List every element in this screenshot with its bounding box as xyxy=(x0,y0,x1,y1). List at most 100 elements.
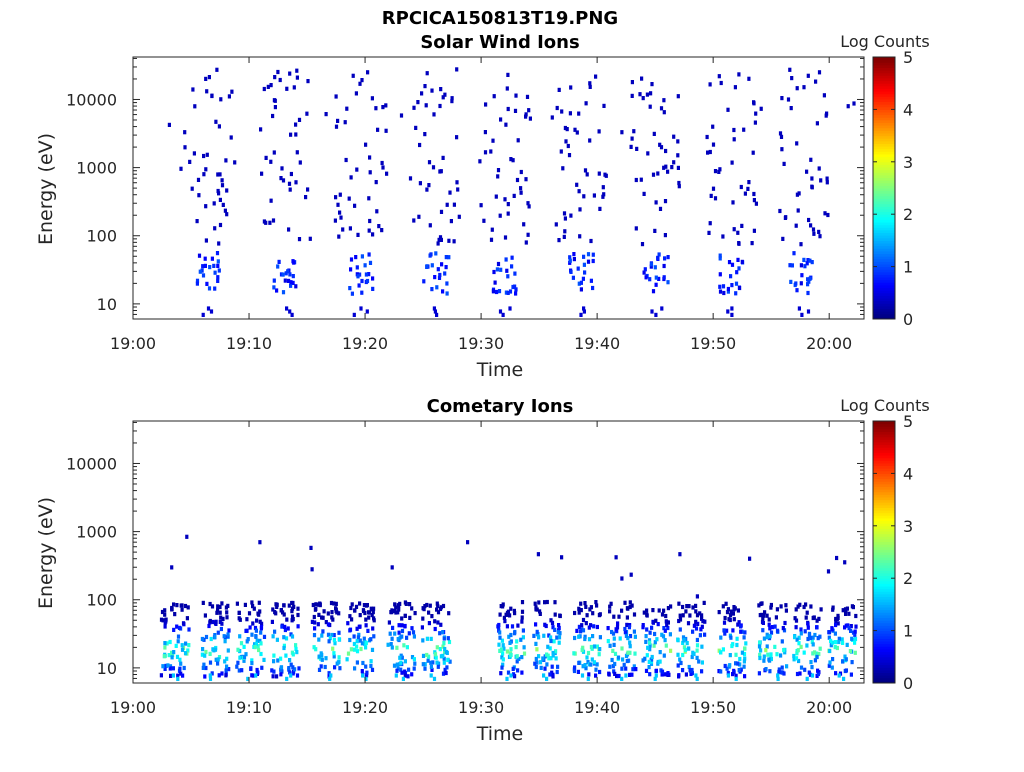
heatmap-cell xyxy=(251,673,255,678)
heatmap-cell xyxy=(799,627,803,632)
heatmap-cell xyxy=(350,291,354,296)
heatmap-cell xyxy=(738,285,742,291)
heatmap-cell xyxy=(522,651,527,656)
heatmap-cell xyxy=(847,611,851,616)
heatmap-cell xyxy=(719,669,723,674)
heatmap-cell xyxy=(443,646,447,652)
heatmap-cell xyxy=(408,615,412,620)
heatmap-cell xyxy=(223,639,227,644)
heatmap-cell xyxy=(722,290,726,296)
heatmap-cell xyxy=(283,624,287,629)
cometary-panel: Cometary Ions Time Energy (eV) Log Count… xyxy=(35,396,930,745)
heatmap-cell xyxy=(425,652,429,658)
heatmap-cell xyxy=(452,239,456,244)
heatmap-cell xyxy=(844,657,848,662)
heatmap-cell xyxy=(334,607,338,612)
heatmap-cell xyxy=(700,616,704,621)
heatmap-cell xyxy=(489,237,494,242)
heatmap-cell xyxy=(654,275,658,280)
heatmap-cell xyxy=(364,623,368,628)
heatmap-cell xyxy=(802,85,806,90)
heatmap-cell xyxy=(369,663,373,669)
colorbar-segment xyxy=(873,669,895,674)
heatmap-cell xyxy=(277,259,281,264)
colorbar-segment xyxy=(873,245,895,249)
heatmap-cell xyxy=(258,540,262,545)
heatmap-cell xyxy=(331,617,335,622)
heatmap-cell xyxy=(365,673,369,678)
heatmap-cell xyxy=(368,170,372,175)
heatmap-cell xyxy=(441,644,445,649)
heatmap-cell xyxy=(369,637,373,642)
colorbar-segment xyxy=(873,64,895,68)
heatmap-cell xyxy=(849,624,853,629)
heatmap-cell xyxy=(276,264,280,269)
heatmap-cell xyxy=(394,673,398,678)
heatmap-cell xyxy=(598,206,602,211)
heatmap-cell xyxy=(405,635,409,640)
heatmap-cell xyxy=(280,166,284,171)
heatmap-cell xyxy=(238,649,242,654)
heatmap-cell xyxy=(797,635,801,640)
heatmap-cell xyxy=(536,552,540,557)
heatmap-cell xyxy=(780,639,784,644)
heatmap-cell xyxy=(421,662,425,667)
heatmap-cell xyxy=(435,607,439,612)
heatmap-cell xyxy=(623,600,627,605)
heatmap-cell xyxy=(200,268,204,273)
heatmap-cell xyxy=(589,238,593,244)
heatmap-cell xyxy=(221,202,225,207)
heatmap-cell xyxy=(522,645,526,650)
heatmap-cell xyxy=(353,647,357,652)
heatmap-cell xyxy=(796,648,800,653)
heatmap-cell xyxy=(364,676,368,681)
heatmap-cell xyxy=(510,264,514,269)
heatmap-cell xyxy=(350,602,354,607)
heatmap-cell xyxy=(827,630,832,635)
heatmap-cell xyxy=(597,652,601,657)
colorbar-segment xyxy=(873,502,895,506)
heatmap-cell xyxy=(427,654,431,659)
heatmap-cell xyxy=(274,602,278,607)
heatmap-cell xyxy=(719,635,723,640)
heatmap-cell xyxy=(282,635,286,640)
heatmap-cell xyxy=(813,658,817,663)
heatmap-cell xyxy=(176,673,180,678)
heatmap-cell xyxy=(275,288,279,293)
heatmap-cell xyxy=(360,78,364,83)
heatmap-cell xyxy=(566,143,570,149)
heatmap-cell xyxy=(816,636,820,641)
heatmap-cell xyxy=(803,264,807,269)
heatmap-cell xyxy=(551,653,555,658)
heatmap-cell xyxy=(758,652,762,657)
heatmap-cell xyxy=(701,619,705,624)
heatmap-cell xyxy=(630,93,634,98)
heatmap-cell xyxy=(167,122,171,127)
heatmap-cell xyxy=(788,67,792,72)
colorbar-segment xyxy=(873,622,895,626)
heatmap-cell xyxy=(216,263,220,268)
heatmap-cell xyxy=(678,613,682,618)
heatmap-cell xyxy=(393,602,397,607)
heatmap-cell xyxy=(806,622,810,627)
heatmap-cell xyxy=(577,610,581,615)
heatmap-cell xyxy=(352,312,356,317)
heatmap-cell xyxy=(220,671,224,676)
heatmap-cell xyxy=(391,625,395,630)
heatmap-cell xyxy=(180,603,184,608)
heatmap-cell xyxy=(579,608,583,613)
colorbar-segment xyxy=(873,677,895,681)
heatmap-cell xyxy=(436,664,440,669)
heatmap-cell xyxy=(725,610,730,615)
colorbar-segment xyxy=(873,88,895,92)
heatmap-cell xyxy=(170,565,174,570)
heatmap-cell xyxy=(623,630,627,635)
heatmap-cell xyxy=(293,667,297,672)
heatmap-cell xyxy=(681,640,685,645)
heatmap-cell xyxy=(648,643,652,648)
heatmap-cell xyxy=(586,259,591,264)
x-tick-label: 19:20 xyxy=(342,698,388,717)
colorbar-segment xyxy=(873,436,895,440)
heatmap-cell xyxy=(782,628,787,633)
heatmap-cell xyxy=(783,650,787,655)
